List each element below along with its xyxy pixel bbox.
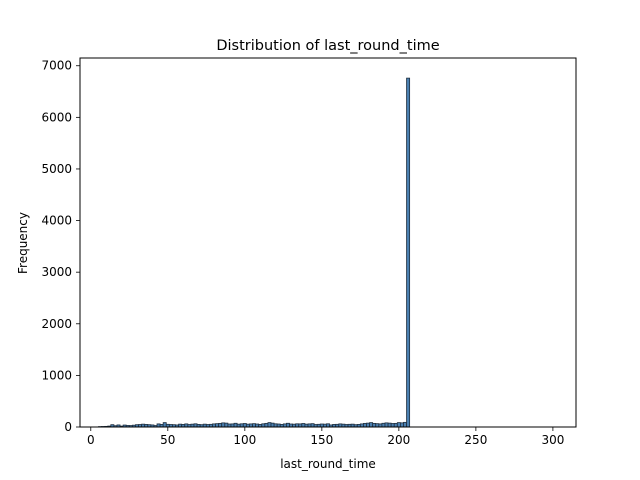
- histogram-bar: [384, 422, 389, 428]
- histogram-bar: [286, 422, 290, 428]
- histogram-bar: [162, 422, 167, 428]
- y-tick-label: 0: [64, 420, 72, 434]
- y-tick-label: 5000: [41, 162, 72, 176]
- histogram-bar: [390, 423, 395, 428]
- histogram-bar: [375, 423, 380, 428]
- histogram-bar: [366, 422, 370, 428]
- y-tick-label: 6000: [41, 110, 72, 124]
- y-tick-label: 7000: [41, 59, 72, 73]
- x-axis-label: last_round_time: [280, 457, 376, 471]
- y-tick-label: 3000: [41, 265, 72, 279]
- chart-title: Distribution of last_round_time: [216, 38, 439, 54]
- histogram-bar: [242, 423, 247, 428]
- y-tick-label: 2000: [41, 317, 72, 331]
- histogram-bar: [363, 422, 367, 428]
- histogram-bar: [393, 422, 398, 428]
- x-axis-ticks: 0 50 100 150 200 250 300: [87, 427, 564, 447]
- histogram-bar: [218, 422, 223, 428]
- histogram-bar: [301, 423, 306, 428]
- histogram-bar: [387, 422, 392, 428]
- y-tick-label: 1000: [41, 368, 72, 382]
- x-tick-label: 150: [310, 433, 333, 447]
- x-tick-label: 300: [541, 433, 564, 447]
- histogram-bar: [406, 77, 411, 428]
- histogram-bar: [399, 422, 404, 428]
- histogram-bar: [233, 422, 238, 428]
- histogram-bar: [372, 422, 377, 428]
- histogram-bar: [252, 423, 257, 428]
- y-axis-label: Frequency: [16, 212, 30, 274]
- x-tick-label: 250: [464, 433, 487, 447]
- histogram-bar: [267, 422, 272, 428]
- histogram-bar: [369, 422, 374, 428]
- histogram-bar: [224, 422, 229, 428]
- y-axis-ticks: 0 1000 2000 3000 4000 5000 6000 7000: [41, 59, 80, 434]
- x-tick-label: 200: [387, 433, 410, 447]
- bars-group: [98, 77, 411, 428]
- histogram-bar: [403, 421, 407, 428]
- histogram-bar: [396, 422, 401, 428]
- y-tick-label: 4000: [41, 214, 72, 228]
- plot-frame: [79, 57, 577, 428]
- histogram-bar: [310, 423, 315, 428]
- x-tick-label: 50: [160, 433, 175, 447]
- histogram-bar: [381, 422, 386, 428]
- histogram-bar: [215, 423, 220, 428]
- histogram-bar: [270, 422, 275, 428]
- histogram-bar: [264, 422, 269, 428]
- histogram-bar: [221, 422, 226, 428]
- x-tick-label: 100: [233, 433, 256, 447]
- x-tick-label: 0: [87, 433, 95, 447]
